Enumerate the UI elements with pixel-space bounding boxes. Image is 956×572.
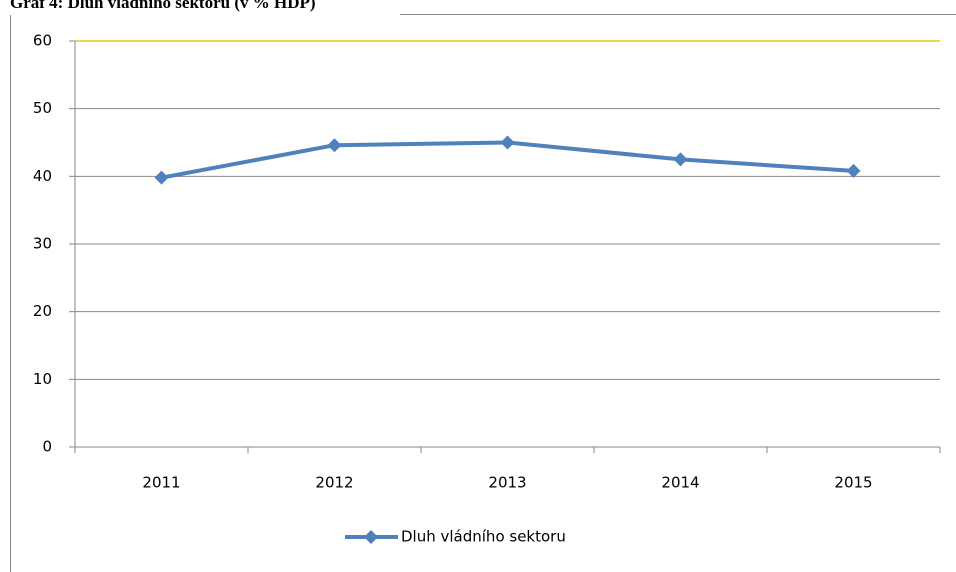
data-point — [154, 170, 169, 185]
data-point — [673, 152, 688, 167]
chart-title: Graf 4: Dluh vládního sektoru (v % HDP) — [10, 0, 316, 12]
y-tick-label: 40 — [33, 167, 52, 185]
title-background — [0, 0, 400, 15]
data-point — [327, 138, 342, 153]
y-tick-label: 60 — [33, 32, 52, 50]
y-tick-label: 0 — [42, 438, 52, 456]
x-tick-label: 2013 — [488, 474, 526, 492]
y-tick-label: 50 — [33, 99, 52, 117]
y-tick-label: 10 — [33, 370, 52, 388]
legend-label: Dluh vládního sektoru — [401, 528, 566, 546]
data-point — [846, 163, 861, 178]
chart-frame — [10, 14, 956, 572]
x-tick-label: 2012 — [315, 474, 353, 492]
x-tick-label: 2015 — [834, 474, 872, 492]
y-tick-label: 20 — [33, 302, 52, 320]
data-point — [500, 135, 515, 150]
legend-marker — [364, 530, 378, 544]
x-tick-label: 2011 — [142, 474, 180, 492]
x-tick-label: 2014 — [661, 474, 699, 492]
y-tick-label: 30 — [33, 235, 52, 253]
